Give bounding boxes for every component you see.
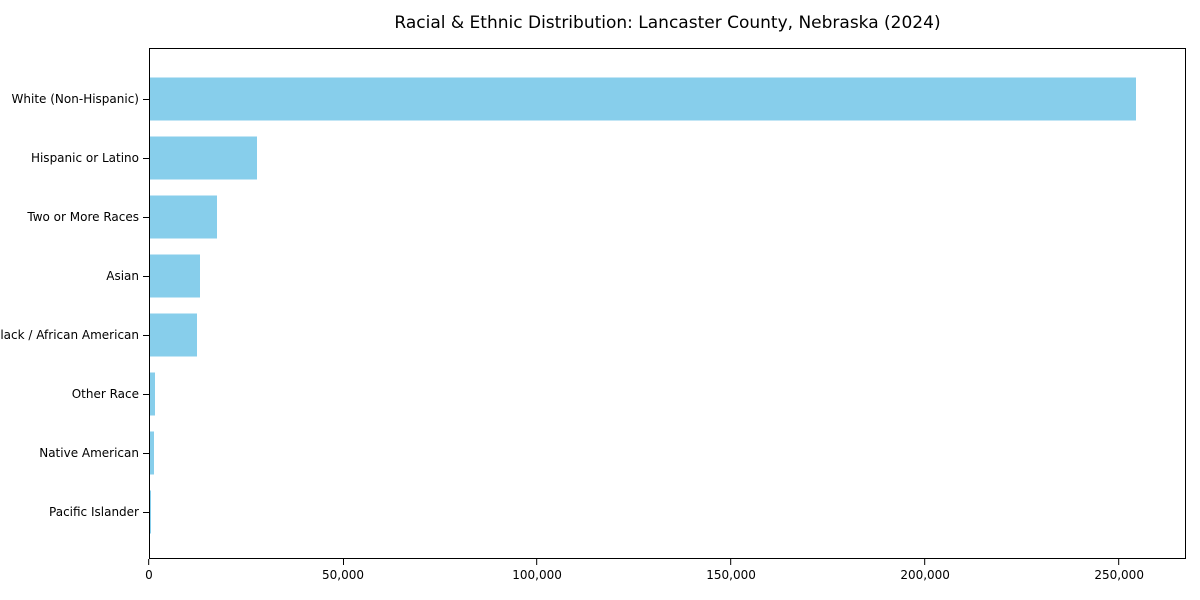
x-tick: 150,000 <box>706 559 756 582</box>
category-label: Two or More Races <box>27 209 139 224</box>
x-tick: 100,000 <box>512 559 562 582</box>
x-tick-label: 200,000 <box>900 568 950 582</box>
y-tick-line <box>143 394 149 396</box>
bar-rows-container: White (Non-Hispanic) Hispanic or Latino Tw… <box>0 49 1185 558</box>
bar <box>150 313 198 357</box>
x-tick-label: 100,000 <box>512 568 562 582</box>
y-tick-line <box>143 98 149 100</box>
y-tick-line <box>143 512 149 514</box>
category-label: Asian <box>106 268 139 283</box>
x-tick: 50,000 <box>322 559 364 582</box>
x-tick: 250,000 <box>1094 559 1144 582</box>
bar-row: White (Non-Hispanic) <box>12 69 1185 128</box>
x-tick-line <box>924 559 926 565</box>
category-label: Black / African American <box>0 328 139 343</box>
bar-row: Hispanic or Latino <box>31 128 1185 187</box>
bar-row: Pacific Islander <box>49 483 1185 542</box>
bar-row: Native American <box>39 424 1185 483</box>
x-tick: 200,000 <box>900 559 950 582</box>
category-label: Other Race <box>71 387 139 402</box>
x-tick-label: 250,000 <box>1094 568 1144 582</box>
x-tick-label: 50,000 <box>322 568 365 582</box>
bar <box>150 254 200 298</box>
bar <box>150 431 155 475</box>
x-tick-label: 150,000 <box>706 568 756 582</box>
y-tick-line <box>143 275 149 277</box>
y-tick-line <box>143 335 149 337</box>
plot-area: White (Non-Hispanic) Hispanic or Latino Tw… <box>0 48 1186 559</box>
bar <box>150 195 217 239</box>
x-tick-label: 0 <box>145 568 153 582</box>
bar-row: Black / African American <box>0 306 1185 365</box>
bar-row: Asian <box>106 246 1185 305</box>
category-label: Native American <box>39 446 139 461</box>
x-tick-line <box>148 559 150 565</box>
bar <box>150 372 155 416</box>
x-tick-line <box>730 559 732 565</box>
x-tick-line <box>1118 559 1120 565</box>
category-label: Pacific Islander <box>49 505 139 520</box>
category-label: White (Non-Hispanic) <box>11 91 139 106</box>
bar <box>150 77 1136 121</box>
chart-title: Racial & Ethnic Distribution: Lancaster … <box>394 13 941 33</box>
y-tick-line <box>143 453 149 455</box>
x-tick-line <box>536 559 538 565</box>
y-tick-line <box>143 216 149 218</box>
bar <box>150 136 257 180</box>
x-tick-line <box>342 559 344 565</box>
bar-row: Two or More Races <box>27 187 1185 246</box>
bar <box>150 490 151 534</box>
y-tick-line <box>143 157 149 159</box>
x-tick: 0 <box>145 559 153 582</box>
x-axis-ticks: 0 50,000 100,000 150,000 200,000 250,000 <box>145 559 1186 593</box>
category-label: Hispanic or Latino <box>30 150 139 165</box>
bar-row: Other Race <box>72 365 1185 424</box>
